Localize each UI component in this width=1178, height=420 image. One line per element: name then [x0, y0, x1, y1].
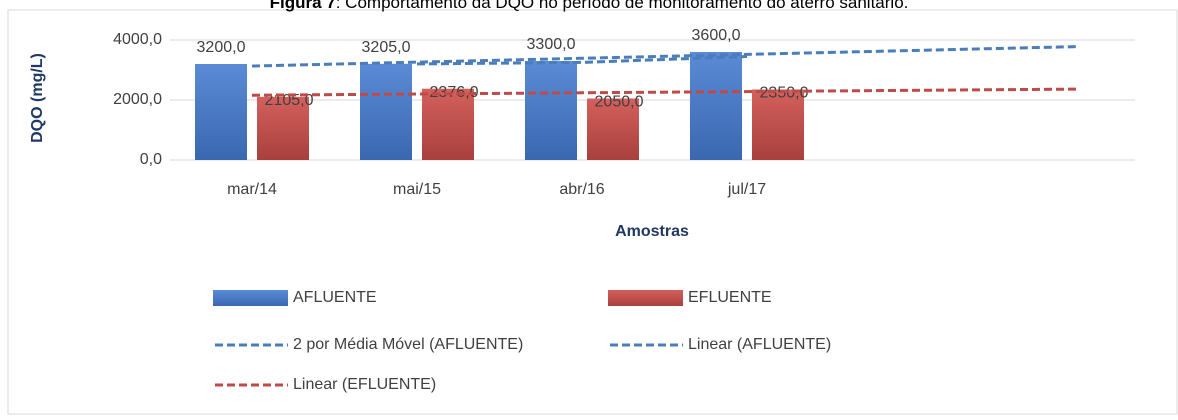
data-label: 3200,0 — [197, 39, 246, 56]
chart-title: Figura 7: Comportamento da DQO no períod… — [270, 0, 909, 12]
legend-swatch — [608, 290, 683, 306]
legend-label: EFLUENTE — [688, 289, 772, 306]
bar — [587, 98, 639, 160]
legend-label: 2 por Média Móvel (AFLUENTE) — [293, 336, 523, 353]
data-label: 2350,0 — [760, 85, 809, 102]
legend-label: Linear (EFLUENTE) — [293, 376, 436, 393]
x-axis-label: Amostras — [615, 223, 689, 240]
data-label: 2376,0 — [430, 84, 479, 101]
bar — [690, 52, 742, 160]
legend-label: AFLUENTE — [293, 289, 377, 306]
y-tick-label: 4000,0 — [113, 31, 162, 48]
bar — [257, 96, 309, 160]
data-label: 3600,0 — [692, 27, 741, 44]
y-axis-label: DQO (mg/L) — [29, 53, 46, 143]
title-prefix: Figura 7 — [270, 0, 336, 12]
trendline — [251, 45, 1078, 68]
x-tick-label: jul/17 — [727, 181, 766, 198]
chart-frame — [7, 9, 1178, 415]
x-tick-label: abr/16 — [559, 181, 604, 198]
title-text: : Comportamento da DQO no período de mon… — [336, 0, 909, 12]
data-label: 3205,0 — [362, 39, 411, 56]
bar — [752, 89, 804, 160]
legend-label: Linear (AFLUENTE) — [688, 336, 831, 353]
x-tick-label: mar/14 — [227, 181, 277, 198]
bar — [422, 88, 474, 160]
bar — [525, 61, 577, 160]
data-label: 3300,0 — [527, 36, 576, 53]
y-tick-label: 0,0 — [140, 151, 162, 168]
bar — [195, 64, 247, 160]
legend-swatch — [213, 290, 288, 306]
bar — [360, 63, 412, 160]
trendline — [251, 87, 1078, 97]
data-label: 2050,0 — [595, 94, 644, 111]
x-tick-label: mai/15 — [393, 181, 441, 198]
y-tick-label: 2000,0 — [113, 91, 162, 108]
trendline — [416, 55, 748, 66]
